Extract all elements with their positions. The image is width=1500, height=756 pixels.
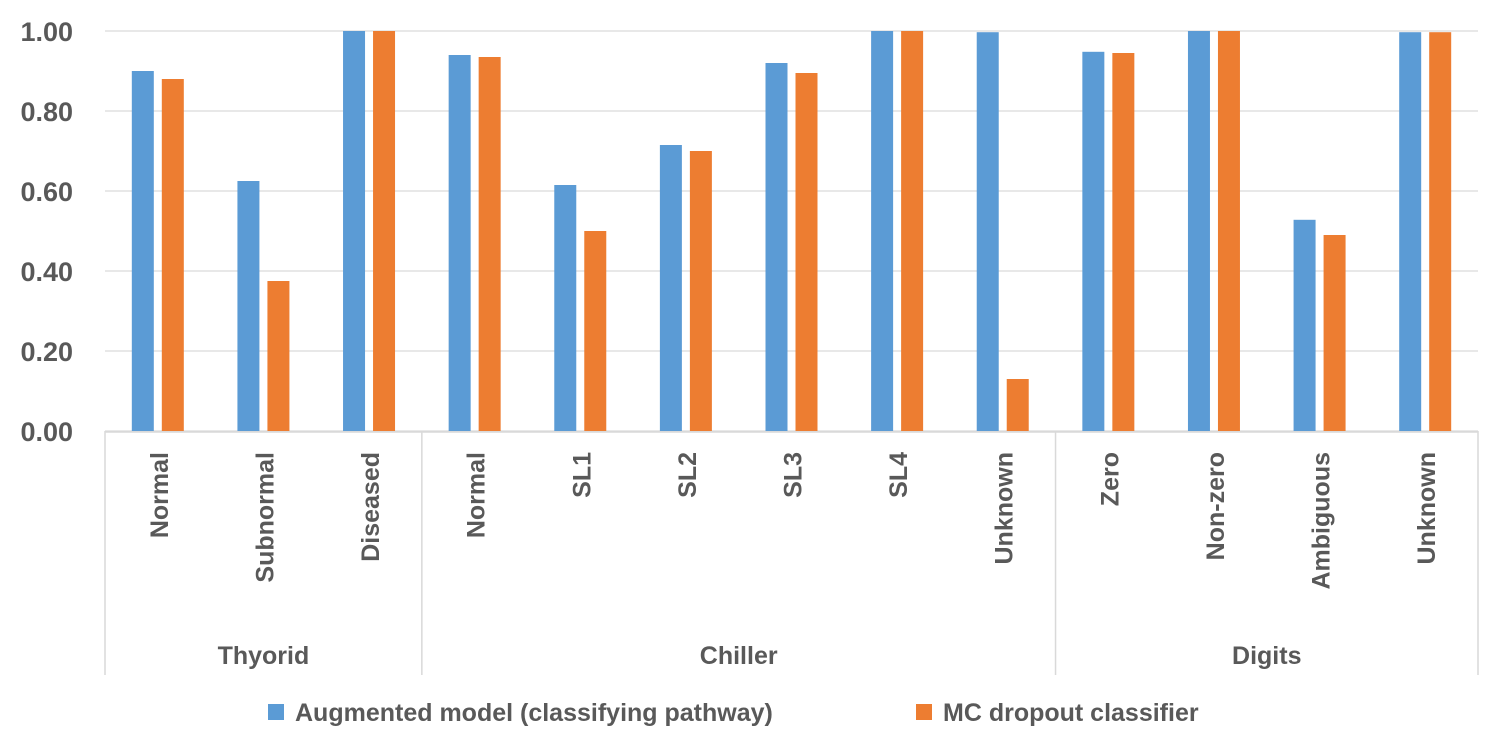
legend: Augmented model (classifying pathway) MC … xyxy=(268,699,1199,727)
bar-mc-dropout xyxy=(795,73,818,431)
bar-augmented xyxy=(343,31,366,431)
bar-mc-dropout xyxy=(1006,379,1029,431)
bar-augmented xyxy=(448,55,471,431)
x-tick-label: Normal xyxy=(463,452,491,538)
y-tick-label: 0.00 xyxy=(20,417,73,447)
bar-mc-dropout xyxy=(1217,31,1240,431)
x-tick-label: SL4 xyxy=(885,452,913,498)
bar-mc-dropout xyxy=(267,281,290,431)
y-axis-ticks: 0.00 0.20 0.40 0.60 0.80 1.00 xyxy=(20,17,73,447)
legend-swatch xyxy=(916,704,932,720)
bar-augmented xyxy=(765,63,788,431)
bar-mc-dropout xyxy=(689,151,712,431)
y-tick-label: 0.60 xyxy=(20,177,73,207)
group-label: Chiller xyxy=(700,642,778,670)
bar-augmented xyxy=(1399,32,1422,431)
bar-mc-dropout xyxy=(901,31,924,431)
y-tick-label: 1.00 xyxy=(20,17,73,47)
legend-label: MC dropout classifier xyxy=(943,699,1199,727)
x-tick-label: Zero xyxy=(1096,452,1124,506)
x-tick-label: Ambiguous xyxy=(1308,452,1336,590)
x-tick-label: Unknown xyxy=(1413,452,1441,565)
bar-mc-dropout xyxy=(1323,235,1346,431)
group-label: Digits xyxy=(1232,642,1301,670)
x-tick-label: Non-zero xyxy=(1202,452,1230,560)
y-tick-label: 0.40 xyxy=(20,257,73,287)
legend-swatch xyxy=(268,704,284,720)
bar-mc-dropout xyxy=(1112,53,1135,431)
x-tick-label: SL3 xyxy=(780,452,808,498)
bar-augmented xyxy=(131,71,154,431)
x-tick-label: Diseased xyxy=(357,452,385,562)
x-tick-label: Unknown xyxy=(991,452,1019,565)
bar-augmented xyxy=(976,32,999,431)
x-axis: Normal Subnormal Diseased Normal SL1 SL2 SL3 SL… xyxy=(104,431,1479,675)
bar-augmented xyxy=(1187,31,1210,431)
bar-augmented xyxy=(1082,51,1105,432)
bar-mc-dropout xyxy=(584,231,607,431)
x-tick-label: Normal xyxy=(146,452,174,538)
bar-mc-dropout xyxy=(373,31,396,431)
x-tick-label: SL1 xyxy=(568,452,596,498)
bars xyxy=(131,31,1452,432)
bar-augmented xyxy=(1293,219,1316,431)
y-tick-label: 0.20 xyxy=(20,337,73,367)
bar-mc-dropout xyxy=(478,57,501,431)
bar-augmented xyxy=(871,31,894,431)
x-tick-label: Subnormal xyxy=(251,452,279,583)
group-label: Thyorid xyxy=(218,642,310,670)
x-tick-label: SL2 xyxy=(674,452,702,498)
bar-mc-dropout xyxy=(1429,32,1452,431)
bar-mc-dropout xyxy=(161,79,184,431)
bar-augmented xyxy=(554,185,577,431)
bar-augmented xyxy=(237,181,260,431)
gridlines xyxy=(105,30,1478,432)
y-tick-label: 0.80 xyxy=(20,97,73,127)
bar-augmented xyxy=(659,145,682,431)
legend-label: Augmented model (classifying pathway) xyxy=(295,699,773,727)
